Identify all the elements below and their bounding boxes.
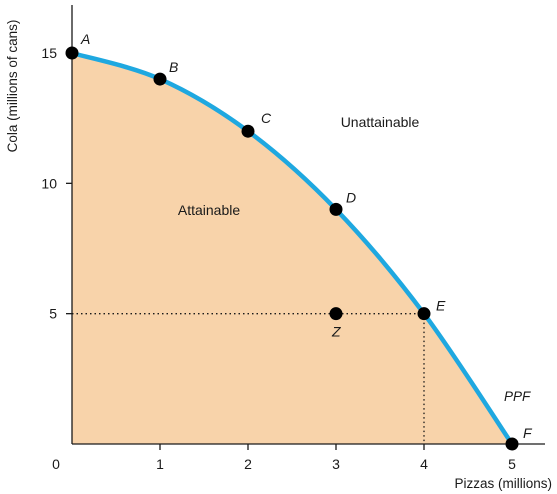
y-tick-label: 10 — [41, 175, 57, 191]
point-label-z: Z — [331, 324, 341, 340]
x-tick-label: 5 — [508, 456, 516, 472]
x-tick-label: 4 — [420, 456, 428, 472]
ppf-label: PPF — [504, 389, 531, 404]
attainable-region — [72, 53, 512, 444]
point-label-d: D — [346, 189, 356, 205]
point-d — [329, 202, 343, 216]
unattainable-label: Unattainable — [341, 114, 420, 130]
point-label-f: F — [523, 425, 533, 441]
y-axis-label: Cola (millions of cans) — [5, 20, 20, 153]
y-tick-label: 5 — [49, 306, 57, 322]
point-label-c: C — [261, 110, 272, 126]
x-tick-label: 2 — [244, 456, 252, 472]
x-axis-label: Pizzas (millions) — [454, 476, 552, 491]
y-tick-label: 15 — [41, 45, 57, 61]
x-tick-label: 3 — [332, 456, 340, 472]
point-label-e: E — [436, 298, 446, 314]
point-c — [241, 124, 255, 138]
x-tick-label: 0 — [52, 456, 60, 472]
x-tick-label: 1 — [156, 456, 164, 472]
point-a — [65, 46, 79, 60]
point-e — [417, 307, 431, 321]
point-b — [153, 72, 167, 86]
point-label-b: B — [169, 59, 178, 75]
point-z — [329, 307, 343, 321]
point-f — [505, 437, 519, 451]
attainable-label: Attainable — [178, 202, 240, 218]
point-label-a: A — [80, 31, 90, 47]
